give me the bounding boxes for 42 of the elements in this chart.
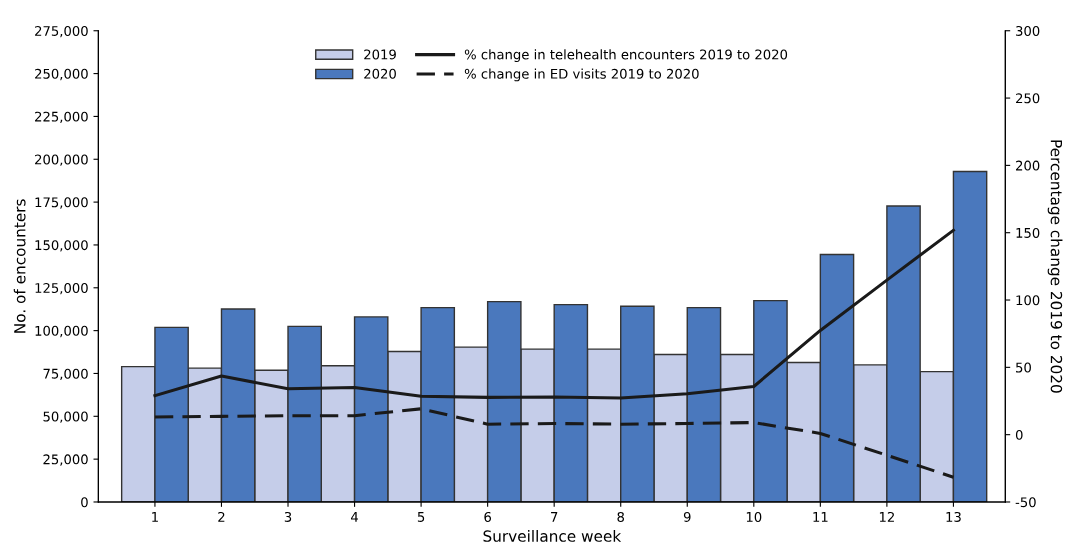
y-tick-label: 0: [81, 497, 88, 508]
y-tick-label: 200,000: [35, 154, 88, 166]
x-tick-label: 6: [484, 511, 491, 522]
x-tick-label: 11: [813, 512, 828, 522]
y2-tick-label: 300: [1016, 25, 1040, 36]
y2-tick-label: 150: [1016, 227, 1040, 238]
y-tick-label: 175,000: [35, 197, 88, 209]
x-tick-label: 9: [683, 511, 691, 522]
y-tick-label: 25,000: [43, 454, 88, 466]
x-tick-label: 12: [879, 511, 894, 522]
x-tick-label: 13: [946, 511, 961, 522]
y-tick-label: 50,000: [43, 411, 88, 423]
y-tick-label: 225,000: [35, 111, 88, 123]
y-axis-title: No. of encounters: [13, 199, 26, 333]
y-tick-label: 75,000: [43, 368, 88, 381]
y2-tick-label: 250: [1016, 93, 1040, 104]
legend-label: 2019: [364, 49, 396, 60]
x-tick-label: 3: [284, 511, 292, 522]
y2-axis-title: Percentage change 2019 to 2020: [1047, 140, 1063, 393]
x-axis-title: Surveillance week: [483, 530, 622, 542]
y2-tick-label: 200: [1016, 160, 1040, 171]
line-series: [153, 407, 955, 479]
y2-tick-label: 0: [1015, 429, 1023, 440]
y-tick-label: 100,000: [35, 325, 88, 338]
legend-label: % change in ED visits 2019 to 2020: [464, 68, 699, 82]
y-tick-label: 125,000: [35, 283, 88, 295]
line-series: [153, 228, 955, 400]
y2-tick-label: 50: [1016, 362, 1031, 373]
x-tick-label: 2: [218, 511, 225, 522]
y2-tick-label: 100: [1016, 295, 1040, 306]
y2-tick-label: -50: [1015, 497, 1036, 508]
x-tick-label: 4: [351, 512, 359, 522]
legend-label: 2020: [364, 68, 396, 79]
x-tick-label: 8: [617, 511, 625, 522]
x-tick-label: 7: [551, 512, 558, 522]
x-tick-label: 10: [746, 511, 762, 522]
y-tick-label: 275,000: [35, 25, 88, 38]
x-tick-label: 1: [152, 512, 158, 522]
legend-label: % change in telehealth encounters 2019 to 2020: [464, 49, 788, 62]
y-tick-label: 250,000: [35, 68, 88, 81]
y-tick-label: 150,000: [35, 240, 88, 252]
x-tick-label: 5: [417, 512, 425, 522]
